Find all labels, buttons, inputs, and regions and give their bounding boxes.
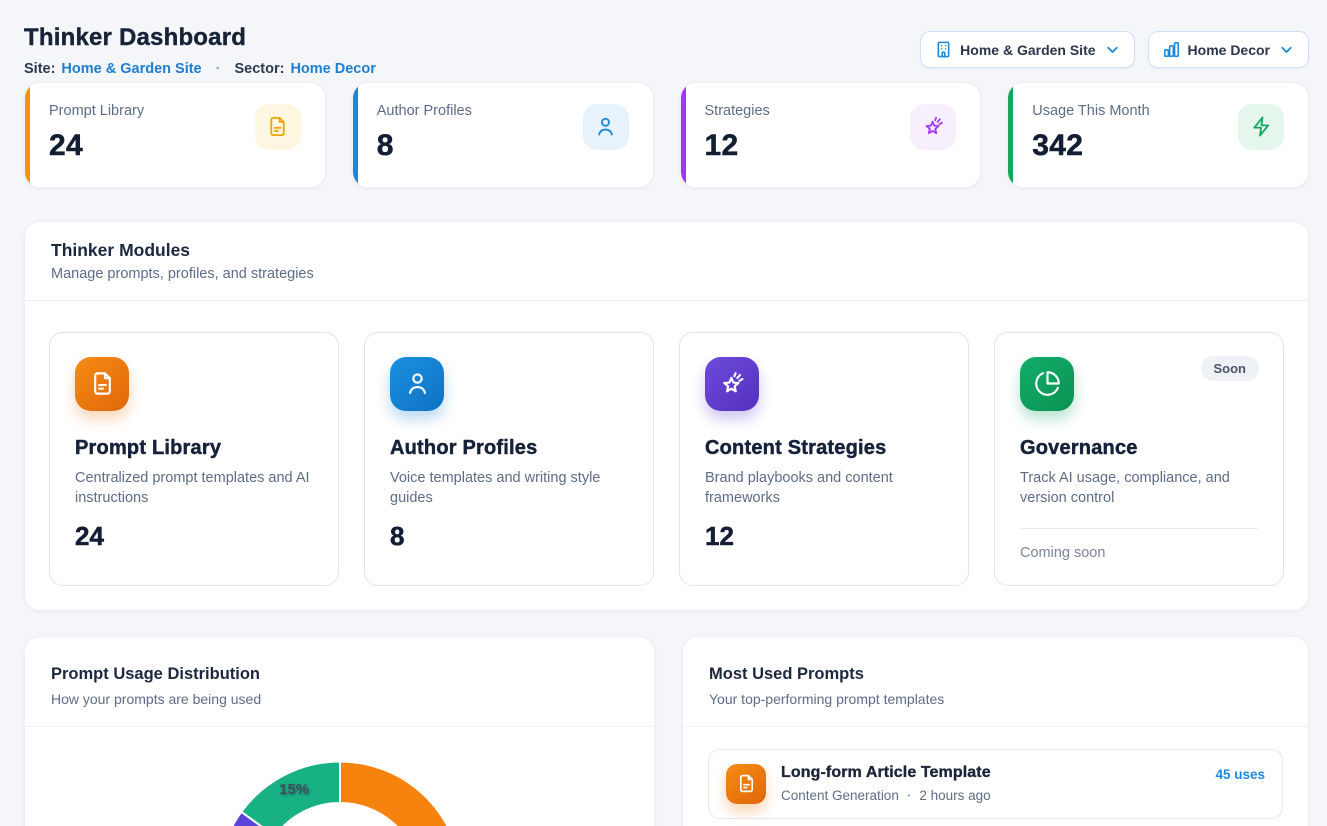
meta-dot: · xyxy=(906,788,912,804)
stat-card-prompt-library: Prompt Library 24 xyxy=(24,81,326,188)
stat-accent-bar xyxy=(25,82,30,187)
site-link[interactable]: Home & Garden Site xyxy=(61,60,202,77)
document-icon xyxy=(75,356,129,411)
sector-selector-label: Home Decor xyxy=(1187,41,1270,58)
module-description: Brand playbooks and content frameworks xyxy=(705,469,893,506)
prompt-info: Long-form Article Template Content Gener… xyxy=(781,764,1200,803)
sector-label: Sector: xyxy=(234,60,285,77)
most-used-prompts-panel: Most Used Prompts Your top-performing pr… xyxy=(682,635,1309,826)
donut-slice xyxy=(240,760,341,826)
document-icon xyxy=(254,103,301,150)
prompt-category: Content Generation xyxy=(781,788,899,804)
prompt-uses-count: 45 uses xyxy=(1215,766,1265,782)
modules-title: Thinker Modules xyxy=(51,239,191,260)
donut-slice xyxy=(231,810,263,826)
pie-chart-icon xyxy=(1020,356,1074,411)
thinker-modules-panel: Thinker Modules Manage prompts, profiles… xyxy=(24,220,1309,611)
stat-label: Usage This Month xyxy=(1032,102,1150,119)
stat-value: 342 xyxy=(1032,128,1084,163)
stat-accent-bar xyxy=(1008,82,1014,187)
prompt-list-item[interactable]: Long-form Article Template Content Gener… xyxy=(708,748,1283,819)
divider xyxy=(25,725,654,727)
stat-value: 12 xyxy=(704,128,739,163)
donut-slice xyxy=(339,760,449,826)
module-title: Governance xyxy=(1020,436,1138,459)
user-icon xyxy=(390,356,444,411)
module-card-governance[interactable]: Soon Governance Track AI usage, complian… xyxy=(994,331,1284,586)
prompt-title: Long-form Article Template xyxy=(781,764,991,782)
usage-panel-header: Prompt Usage Distribution How your promp… xyxy=(25,637,654,726)
module-card-prompt-library[interactable]: Prompt Library Centralized prompt templa… xyxy=(49,331,339,586)
stat-text: Author Profiles 8 xyxy=(376,102,472,163)
user-icon xyxy=(582,103,629,150)
breadcrumb: Site: Home & Garden Site · Sector: Home … xyxy=(24,61,376,77)
site-selector-label: Home & Garden Site xyxy=(960,41,1096,58)
stat-value: 8 xyxy=(376,128,394,163)
divider xyxy=(25,299,1308,301)
prompt-time: 2 hours ago xyxy=(919,788,991,804)
prompt-list: Long-form Article Template Content Gener… xyxy=(683,727,1308,826)
module-card-author-profiles[interactable]: Author Profiles Voice templates and writ… xyxy=(364,331,654,586)
stat-label: Strategies xyxy=(704,102,770,119)
divider xyxy=(1020,527,1258,529)
star-spark-icon xyxy=(705,356,759,411)
stat-text: Strategies 12 xyxy=(704,102,770,163)
site-selector-dropdown[interactable]: Home & Garden Site xyxy=(920,31,1135,68)
stat-label: Prompt Library xyxy=(49,102,145,119)
prompts-panel-header: Most Used Prompts Your top-performing pr… xyxy=(683,637,1308,726)
sector-link[interactable]: Home Decor xyxy=(290,60,376,77)
document-icon xyxy=(726,763,766,804)
module-title: Prompt Library xyxy=(75,436,222,459)
chevron-down-icon xyxy=(1104,41,1121,58)
module-title: Author Profiles xyxy=(390,436,538,459)
usage-distribution-panel: Prompt Usage Distribution How your promp… xyxy=(24,635,655,826)
modules-panel-header: Thinker Modules Manage prompts, profiles… xyxy=(25,222,1308,300)
building-icon xyxy=(934,40,953,59)
modules-grid: Prompt Library Centralized prompt templa… xyxy=(25,301,1308,610)
stat-value: 24 xyxy=(49,128,83,163)
module-count: 8 xyxy=(390,520,405,552)
module-title: Content Strategies xyxy=(705,436,887,459)
module-description: Track AI usage, compliance, and version … xyxy=(1020,469,1230,506)
stat-accent-bar xyxy=(680,82,686,187)
module-description: Centralized prompt templates and AI inst… xyxy=(75,469,310,506)
usage-title: Prompt Usage Distribution xyxy=(51,664,261,683)
stat-text: Usage This Month 342 xyxy=(1032,102,1150,163)
stat-text: Prompt Library 24 xyxy=(49,103,144,163)
divider xyxy=(683,725,1308,727)
soon-badge: Soon xyxy=(1200,355,1259,381)
coming-soon-text: Coming soon xyxy=(1020,544,1106,561)
donut-chart: 45%40%15% xyxy=(25,727,654,826)
stat-label: Author Profiles xyxy=(376,102,472,119)
stat-accent-bar xyxy=(352,82,358,187)
donut-slice-label: 15% xyxy=(279,781,309,798)
stat-card-strategies: Strategies 12 xyxy=(679,81,982,188)
prompts-title: Most Used Prompts xyxy=(709,664,864,683)
module-count: 12 xyxy=(705,520,734,552)
module-card-content-strategies[interactable]: Content Strategies Brand playbooks and c… xyxy=(679,331,969,586)
stats-row: Prompt Library 24 Author Profiles 8 xyxy=(24,81,1309,188)
prompt-meta: Content Generation · 2 hours ago xyxy=(781,788,1200,803)
star-spark-icon xyxy=(910,103,957,150)
zap-icon xyxy=(1238,103,1284,150)
chevron-down-icon xyxy=(1278,41,1295,58)
bar-chart-icon xyxy=(1162,40,1181,59)
bottom-row: Prompt Usage Distribution How your promp… xyxy=(24,635,1309,826)
sector-selector-dropdown[interactable]: Home Decor xyxy=(1147,31,1309,68)
meta-dot: · xyxy=(215,60,221,77)
stat-card-usage: Usage This Month 342 xyxy=(1007,81,1309,188)
page-title: Thinker Dashboard xyxy=(24,24,247,51)
module-count: 24 xyxy=(75,520,104,552)
prompts-subtitle: Your top-performing prompt templates xyxy=(709,690,945,707)
module-description: Voice templates and writing style guides xyxy=(390,469,601,506)
title-block: Thinker Dashboard Site: Home & Garden Si… xyxy=(24,24,376,77)
stat-card-author-profiles: Author Profiles 8 xyxy=(351,81,654,188)
modules-subtitle: Manage prompts, profiles, and strategies xyxy=(51,265,314,282)
site-label: Site: xyxy=(24,60,56,77)
page-header: Thinker Dashboard Site: Home & Garden Si… xyxy=(24,24,1309,77)
usage-subtitle: How your prompts are being used xyxy=(51,690,262,707)
header-selectors: Home & Garden Site Home Decor xyxy=(920,31,1309,68)
